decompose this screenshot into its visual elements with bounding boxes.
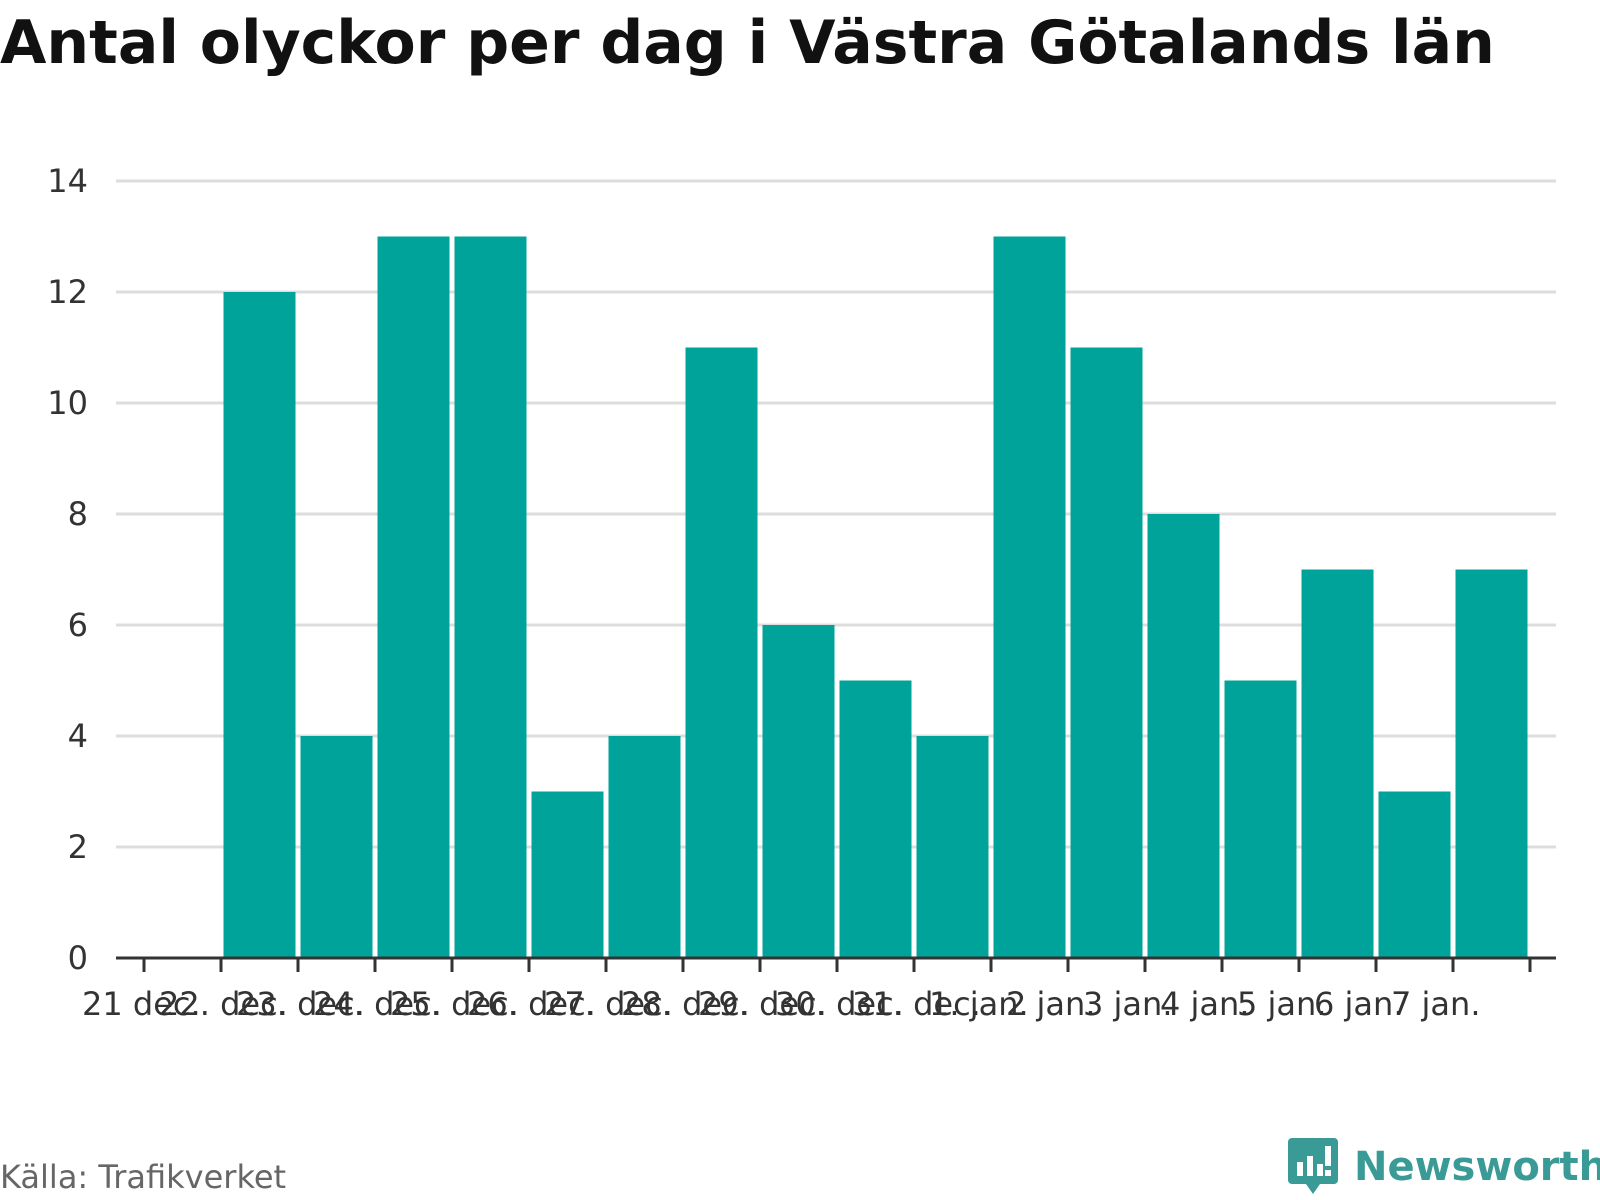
y-tick-label: 6	[68, 606, 88, 644]
y-tick-label: 14	[47, 162, 88, 200]
x-axis	[116, 956, 1556, 972]
x-tick-label: 24. dec.	[313, 985, 442, 1023]
y-tick-label: 2	[68, 828, 88, 866]
bar	[1147, 514, 1220, 958]
bar	[762, 625, 835, 958]
x-tick-label: 4 jan.	[1160, 985, 1249, 1023]
x-tick-label: 22. dec.	[159, 985, 288, 1023]
y-tick-label: 10	[47, 384, 88, 422]
bar	[531, 791, 604, 958]
bar	[916, 736, 989, 958]
bars	[223, 236, 1528, 958]
x-tick-label: 5 jan.	[1237, 985, 1326, 1023]
bar	[1378, 791, 1451, 958]
brand-name: Newsworthy	[1354, 1144, 1600, 1190]
chart-title: Antal olyckor per dag i Västra Götalands…	[0, 8, 1495, 78]
bar	[377, 236, 450, 958]
x-tick-label: 21 dec.	[82, 985, 201, 1023]
bar	[223, 292, 296, 958]
bar	[1455, 569, 1528, 958]
bar	[1301, 569, 1374, 958]
bar	[685, 347, 758, 958]
bar	[839, 680, 912, 958]
x-axis-ticks: 21 dec.22. dec.23. dec.24. dec.25. dec.2…	[82, 985, 1480, 1023]
bar	[300, 736, 373, 958]
brand-logo: Newsworthy	[1288, 1138, 1600, 1196]
x-tick-label: 27. dec.	[544, 985, 673, 1023]
y-tick-label: 0	[68, 939, 88, 977]
x-tick-label: 1. jan.	[929, 985, 1029, 1023]
y-tick-label: 12	[47, 273, 88, 311]
x-tick-label: 25. dec.	[390, 985, 519, 1023]
x-tick-label: 23. dec.	[236, 985, 365, 1023]
bar	[1224, 680, 1297, 958]
y-axis-ticks: 0 2 4 6 8 10 12 14	[47, 162, 88, 977]
x-tick-label: 29. dec.	[698, 985, 827, 1023]
newsworthy-logo-icon	[1288, 1138, 1338, 1194]
x-tick-label: 31. dec.	[852, 985, 981, 1023]
bar	[993, 236, 1066, 958]
y-tick-label: 4	[68, 717, 88, 755]
x-tick-label: 3 jan.	[1083, 985, 1172, 1023]
bar	[454, 236, 527, 958]
x-tick-label: 7 jan.	[1391, 985, 1480, 1023]
x-tick-label: 30. dec.	[775, 985, 904, 1023]
y-tick-label: 8	[68, 495, 88, 533]
x-tick-label: 28. dec.	[621, 985, 750, 1023]
source-label: Källa: Trafikverket	[0, 1158, 287, 1196]
bar	[1070, 347, 1143, 958]
x-tick-label: 26. dec.	[467, 985, 596, 1023]
x-tick-label: 6 jan.	[1314, 985, 1403, 1023]
bar	[608, 736, 681, 958]
x-tick-label: 2 jan.	[1006, 985, 1095, 1023]
